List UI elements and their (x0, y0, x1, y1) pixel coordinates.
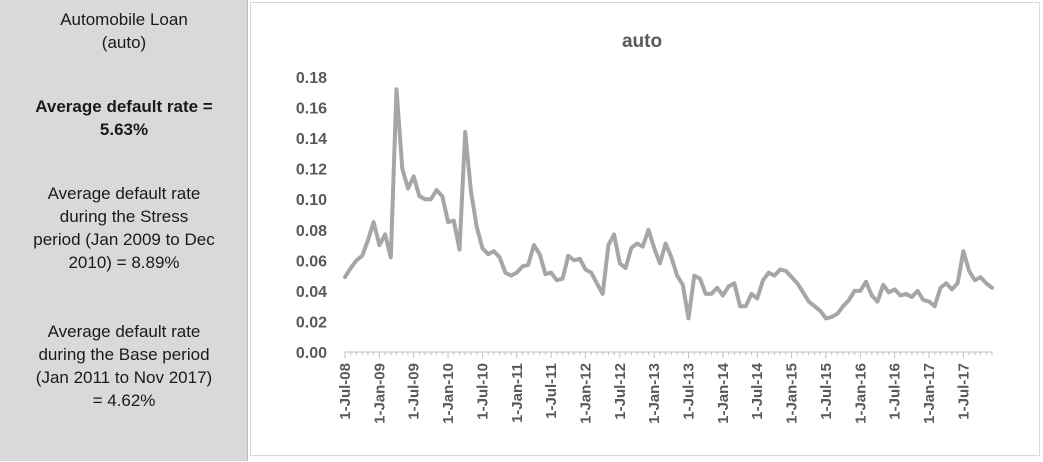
y-tick-label: 0.02 (296, 314, 327, 331)
series-line-auto (343, 87, 994, 321)
summary-title-line-1: Automobile Loan (60, 10, 188, 29)
y-tick-label: 0.14 (296, 131, 327, 148)
base-rate-line-4: = 4.62% (92, 391, 156, 410)
x-tick-label: 1-Jul-15 (818, 363, 835, 420)
chart-container: auto 0.00 0.02 0.04 0.06 0.08 0.10 0.12 0.14 0.1… (250, 2, 1040, 456)
x-tick-label: 1-Jan-12 (577, 363, 594, 424)
y-tick-label: 0.16 (296, 101, 327, 118)
stress-rate-line-3: period (Jan 2009 to Dec (33, 230, 215, 249)
x-tick-label: 1-Jan-10 (440, 363, 457, 424)
summary-title-line-2: (auto) (101, 33, 147, 52)
stress-rate-line-4: 2010) = 8.89% (68, 253, 180, 272)
y-tick-label: 0.12 (296, 162, 327, 179)
x-tick-label: 1-Jan-15 (784, 363, 801, 424)
stress-rate-line-1: Average default rate (47, 184, 201, 203)
y-tick-label: 0.04 (296, 284, 327, 301)
x-tick-label: 1-Jan-13 (646, 363, 663, 424)
x-tick-label: 1-Jan-09 (371, 363, 388, 424)
x-tick-label: 1-Jul-11 (543, 363, 560, 419)
y-tick-label: 0.00 (296, 345, 327, 362)
x-tick-label: 1-Jan-14 (715, 362, 732, 424)
base-rate-line-1: Average default rate (47, 322, 201, 341)
chart-title: auto (622, 31, 662, 52)
summary-panel: Automobile Loan (auto) Average default r… (0, 0, 248, 461)
stress-rate-line-2: during the Stress (59, 207, 189, 226)
base-rate-line-3: (Jan 2011 to Nov 2017) (35, 368, 213, 387)
average-rate-line-1: Average default rate = (35, 97, 213, 116)
x-axis: 1-Jul-08 1-Jan-09 1-Jul-09 1-Jan-10 1-Jul-10… (337, 351, 993, 424)
x-tick-label: 1-Jul-13 (681, 363, 698, 420)
average-rate-line-2: 5.63% (99, 120, 149, 139)
x-tick-label: 1-Jan-17 (921, 363, 938, 424)
x-tick-label: 1-Jul-10 (474, 363, 491, 420)
y-tick-label: 0.18 (296, 70, 327, 87)
x-tick-label: 1-Jan-11 (509, 363, 526, 423)
x-tick-label: 1-Jul-14 (749, 362, 766, 419)
y-tick-label: 0.06 (296, 253, 327, 270)
x-tick-label: 1-Jul-09 (406, 363, 423, 420)
x-tick-label: 1-Jul-17 (955, 363, 972, 420)
x-tick-label: 1-Jul-16 (887, 363, 904, 420)
y-axis: 0.00 0.02 0.04 0.06 0.08 0.10 0.12 0.14 0.16 0.18 (296, 70, 327, 362)
line-chart: auto 0.00 0.02 0.04 0.06 0.08 0.10 0.12 0.14 0.1… (296, 31, 994, 424)
x-tick-label: 1-Jul-12 (612, 363, 629, 420)
y-tick-label: 0.08 (296, 223, 327, 240)
x-tick-label: 1-Jan-16 (852, 363, 869, 424)
x-tick-label: 1-Jul-08 (337, 363, 354, 420)
base-rate-line-2: during the Base period (38, 345, 210, 364)
y-tick-label: 0.10 (296, 192, 327, 209)
